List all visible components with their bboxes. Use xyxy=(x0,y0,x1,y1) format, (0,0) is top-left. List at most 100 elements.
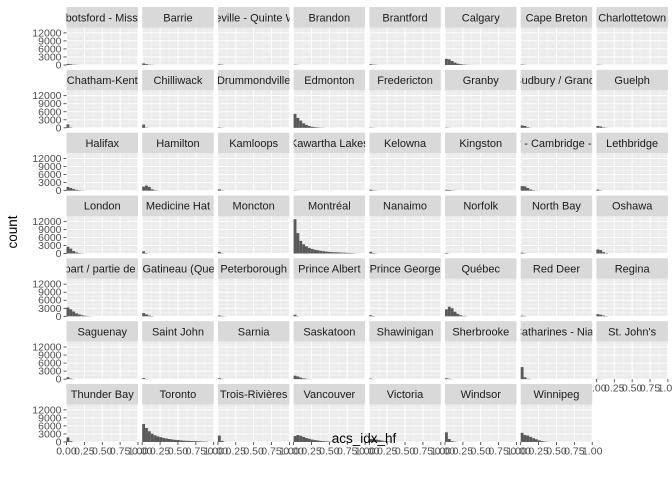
x-tick-label: 0.50 xyxy=(471,445,492,457)
x-tick-label: 1.00 xyxy=(128,445,149,457)
histogram-bar xyxy=(445,378,448,380)
facet-strip xyxy=(596,132,668,154)
y-tick-label: 3000 xyxy=(38,366,62,378)
x-tick-label: 0.75 xyxy=(413,445,434,457)
histogram-bar xyxy=(540,441,544,442)
facet-panel: Fredericton xyxy=(368,69,442,129)
histogram-bar xyxy=(69,187,73,191)
facet-panel: Toronto 0.000.250.500.751.00 xyxy=(132,383,224,457)
histogram-bar xyxy=(147,315,151,317)
histogram-bar xyxy=(602,252,605,254)
histogram-bar xyxy=(532,438,535,442)
x-tick-label: 0.50 xyxy=(395,445,416,457)
histogram-bar xyxy=(142,251,146,254)
x-tick-label: 0.50 xyxy=(546,445,567,457)
histogram-bar xyxy=(520,315,524,317)
facet-strip xyxy=(520,321,593,342)
histogram-bar xyxy=(299,120,303,128)
histogram-bar xyxy=(596,314,600,317)
facet-label: Moncton xyxy=(233,201,275,213)
facet-panel: Hamilton xyxy=(141,132,215,192)
facet-strip xyxy=(142,132,214,154)
x-tick-label: 0.00 xyxy=(359,445,380,457)
facet-label: Peterborough xyxy=(220,264,287,276)
histogram-bar xyxy=(307,247,311,254)
histogram-bar xyxy=(66,307,70,317)
y-tick-label: 6000 xyxy=(38,420,62,432)
facet-label: Medicine Hat xyxy=(146,201,210,213)
facet-strip xyxy=(520,195,593,216)
histogram-bar xyxy=(523,125,527,128)
facet-label: Belleville - Quinte West xyxy=(197,12,311,24)
histogram-bar xyxy=(529,436,533,442)
facet-strip xyxy=(520,69,593,91)
facet-strip xyxy=(369,383,441,405)
histogram-bar xyxy=(380,440,384,442)
facet-panel: Québec xyxy=(444,258,517,317)
facet-strip xyxy=(217,69,290,91)
facet-strip xyxy=(66,258,138,279)
x-tick-label: 0.25 xyxy=(604,383,625,395)
facet-strip xyxy=(142,321,214,342)
facet-strip xyxy=(142,69,214,91)
facet-panel: Lethbridge xyxy=(595,132,669,192)
y-tick-label: 9000 xyxy=(38,287,62,299)
y-tick-label: 9000 xyxy=(38,98,62,110)
facet-strip xyxy=(520,132,593,154)
histogram-bar xyxy=(316,250,320,254)
y-tick-label: 0 xyxy=(56,185,62,197)
facet-panel: Medicine Hat xyxy=(141,195,215,254)
facet-label: Brantford xyxy=(382,12,427,24)
histogram-bar xyxy=(185,440,188,442)
y-axis-title-group: count xyxy=(5,215,20,248)
histogram-bar xyxy=(296,233,300,254)
histogram-bar xyxy=(535,439,538,442)
histogram-bar xyxy=(520,186,524,191)
facet-panel: Sherbrooke xyxy=(444,321,517,380)
facet-panel: Kelowna xyxy=(368,132,442,192)
facet-strip xyxy=(142,258,214,279)
x-tick-label: 0.25 xyxy=(528,445,549,457)
facet-strip xyxy=(596,69,668,91)
facet-panel: Regina xyxy=(595,258,669,317)
histogram-bar xyxy=(596,189,600,191)
histogram-bar xyxy=(333,252,337,254)
histogram-bar xyxy=(377,440,381,442)
facet-strip xyxy=(369,69,441,91)
histogram-bar xyxy=(369,189,373,191)
histogram-bar xyxy=(520,125,524,128)
facet-label: Toronto xyxy=(160,389,197,401)
facet-panel: Sarnia xyxy=(217,321,290,380)
histogram-bar xyxy=(142,124,146,128)
histogram-bar xyxy=(307,438,311,442)
facet-strip xyxy=(217,7,290,28)
histogram-bar xyxy=(310,126,314,128)
histogram-bar xyxy=(313,127,317,128)
y-tick-label: 3000 xyxy=(38,114,62,126)
y-tick-label: 3000 xyxy=(38,177,62,189)
facet-strip xyxy=(293,7,366,28)
histogram-bar xyxy=(156,436,160,442)
y-tick-label: 0 xyxy=(56,374,62,386)
histogram-bar xyxy=(293,113,297,128)
facet-strip xyxy=(66,383,138,405)
histogram-bar xyxy=(599,314,603,317)
facet-panel: Kamloops xyxy=(217,132,290,192)
histogram-bar xyxy=(523,377,527,380)
histogram-bar xyxy=(313,249,317,254)
facet-label: Saskatoon xyxy=(303,326,355,338)
facet-strip xyxy=(596,258,668,279)
histogram-bar xyxy=(599,126,603,128)
facet-label: North Bay xyxy=(532,201,581,213)
histogram-bar xyxy=(596,249,600,254)
x-tick-label: 1.00 xyxy=(431,445,452,457)
facet-label: Thunder Bay xyxy=(71,389,134,401)
histogram-bar xyxy=(293,314,297,317)
facet-strip xyxy=(445,7,517,28)
facet-strip xyxy=(66,132,138,154)
facet-label: Vancouver xyxy=(303,389,355,401)
facet-label: St. John's xyxy=(608,326,656,338)
